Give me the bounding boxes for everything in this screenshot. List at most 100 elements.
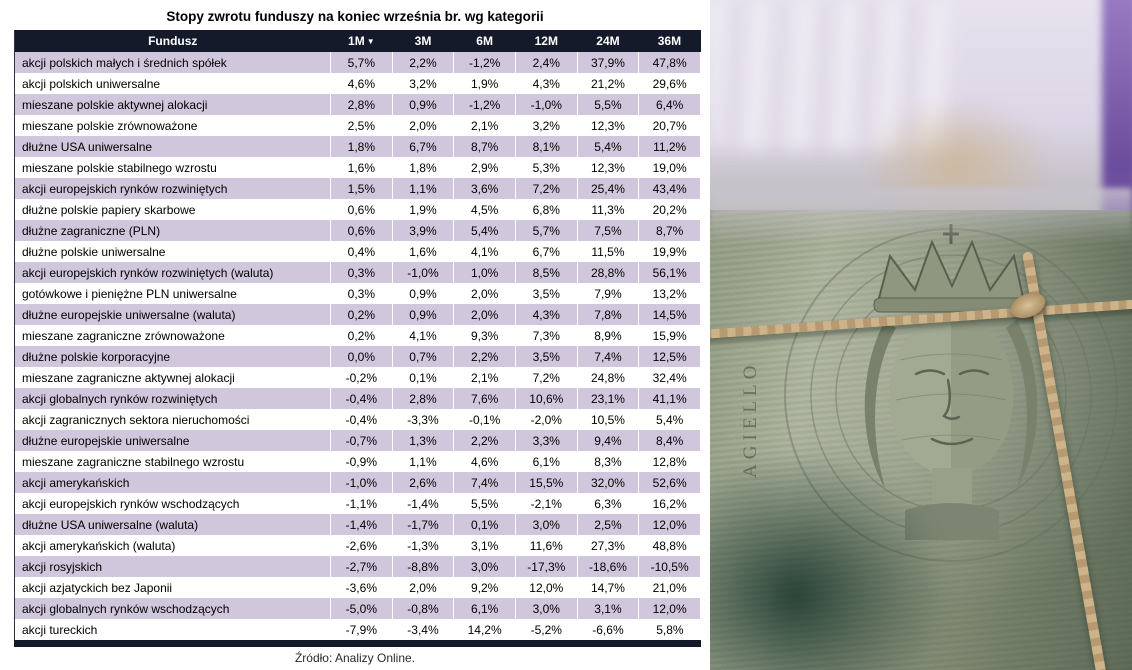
return-value-cell: 8,4% [655,433,684,448]
return-value-cell: 2,6% [392,472,455,493]
return-value-cell: 16,2% [652,496,687,511]
return-value-cell: 14,5% [652,307,687,322]
return-value-cell: -8,8% [392,556,455,577]
return-value-cell: 52,6% [652,475,687,490]
return-value-cell: 0,6% [330,199,393,220]
return-value-cell: -1,4% [392,493,455,514]
return-value-cell: 8,7% [453,136,516,157]
table-row: dłużne polskie korporacyjne 0,0% 0,7% 2,2% 3… [14,346,701,367]
column-header-36m[interactable]: 36M [638,30,701,52]
return-value-cell: 8,5% [515,262,578,283]
table-row: akcji tureckich -7,9% -3,4% 14,2% -5,2% -6,6%… [14,619,701,640]
return-value-cell: 8,1% [515,136,578,157]
return-value-cell: 41,1% [652,391,687,406]
return-value-cell: 0,1% [453,514,516,535]
return-value-cell: 2,2% [453,430,516,451]
table-row: akcji zagranicznych sektora nieruchomośc… [14,409,701,430]
fund-name-cell: akcji amerykańskich [14,472,331,493]
table-header: Fundusz 1M ▼ 3M 6M 12M 24M 36M [14,30,701,52]
return-value-cell: 5,4% [453,220,516,241]
return-value-cell: 4,3% [515,304,578,325]
fund-name-cell: mieszane zagraniczne aktywnej alokacji [14,367,331,388]
table-row: dłużne zagraniczne (PLN) 0,6% 3,9% 5,4% 5,7%… [14,220,701,241]
return-value-cell: 9,4% [577,430,640,451]
returns-table: Fundusz 1M ▼ 3M 6M 12M 24M 36M akcji polskich m… [14,30,701,640]
return-value-cell: 12,0% [652,517,687,532]
return-value-cell: 1,0% [453,262,516,283]
return-value-cell: 15,9% [652,328,687,343]
return-value-cell: 6,7% [515,241,578,262]
column-header-label: 3M [414,34,432,48]
return-value-cell: 6,3% [577,493,640,514]
return-value-cell: 5,5% [453,493,516,514]
return-value-cell: 7,4% [453,472,516,493]
return-value-cell: -3,4% [392,619,455,640]
page-title: Stopy zwrotu funduszy na koniec września… [166,9,544,24]
return-value-cell: 10,6% [515,388,578,409]
return-value-cell: 5,4% [577,136,640,157]
dark-teal-shadow [710,450,950,670]
column-header-fundusz[interactable]: Fundusz [14,30,331,52]
return-value-cell: 7,4% [577,346,640,367]
column-header-6m[interactable]: 6M [453,30,516,52]
return-value-cell: 2,0% [392,115,455,136]
table-row: mieszane zagraniczne stabilnego wzrostu -… [14,451,701,472]
source-caption: Źródło: Analizy Online. [294,651,416,665]
return-value-cell: -1,7% [392,514,455,535]
return-value-cell: 7,8% [577,304,640,325]
return-value-cell: 6,4% [655,97,684,112]
return-value-cell: -0,2% [330,367,393,388]
return-value-cell: 2,2% [392,52,455,73]
return-value-cell: 3,2% [392,73,455,94]
fund-name-cell: dłużne europejskie uniwersalne (waluta) [14,304,331,325]
return-value-cell: 3,5% [515,283,578,304]
return-value-cell: 1,1% [392,178,455,199]
column-header-24m[interactable]: 24M [577,30,639,52]
return-value-cell: 19,0% [652,160,687,175]
fund-name-cell: mieszane zagraniczne stabilnego wzrostu [14,451,331,472]
fund-name-cell: dłużne zagraniczne (PLN) [14,220,331,241]
return-value-cell: 20,7% [652,118,687,133]
return-value-cell: 2,1% [453,367,516,388]
return-value-cell: 9,3% [453,325,516,346]
return-value-cell: 24,8% [577,367,640,388]
return-value-cell: 12,3% [577,157,640,178]
return-value-cell: 4,6% [330,73,393,94]
return-value-cell: 2,0% [453,283,516,304]
table-row: akcji europejskich rynków rozwiniętych (… [14,262,701,283]
table-row: gotówkowe i pieniężne PLN uniwersalne 0,3… [14,283,701,304]
fund-name-cell: akcji rosyjskich [14,556,331,577]
return-value-cell: 0,2% [330,325,393,346]
return-value-cell: 3,2% [515,115,578,136]
table-row: mieszane polskie zrównoważone 2,5% 2,0% 2,1… [14,115,701,136]
return-value-cell: 2,0% [392,577,455,598]
return-value-cell: 12,0% [652,601,687,616]
return-value-cell: 1,8% [392,157,455,178]
column-header-1m[interactable]: 1M ▼ [330,30,393,52]
return-value-cell: 0,7% [392,346,455,367]
return-value-cell: 7,2% [515,367,578,388]
return-value-cell: 2,4% [515,52,578,73]
table-row: mieszane polskie stabilnego wzrostu 1,6% 1… [14,157,701,178]
return-value-cell: 11,6% [515,535,578,556]
return-value-cell: 3,0% [453,556,516,577]
column-header-12m[interactable]: 12M [515,30,578,52]
return-value-cell: -0,9% [330,451,393,472]
column-header-3m[interactable]: 3M [392,30,454,52]
table-row: akcji europejskich rynków rozwiniętych 1,… [14,178,701,199]
return-value-cell: -3,6% [330,577,393,598]
return-value-cell: 2,1% [453,115,516,136]
return-value-cell: 4,6% [453,451,516,472]
fund-name-cell: mieszane zagraniczne zrównoważone [14,325,331,346]
return-value-cell: 3,6% [453,178,516,199]
return-value-cell: -2,7% [330,556,393,577]
return-value-cell: 8,7% [655,223,684,238]
return-value-cell: 6,8% [515,199,578,220]
return-value-cell: -1,2% [453,94,516,115]
return-value-cell: -1,4% [330,514,393,535]
table-row: dłużne europejskie uniwersalne (waluta) 0… [14,304,701,325]
table-row: akcji globalnych rynków rozwiniętych -0,4… [14,388,701,409]
fund-name-cell: dłużne polskie uniwersalne [14,241,331,262]
table-row: dłużne USA uniwersalne (waluta) -1,4% -1,7… [14,514,701,535]
